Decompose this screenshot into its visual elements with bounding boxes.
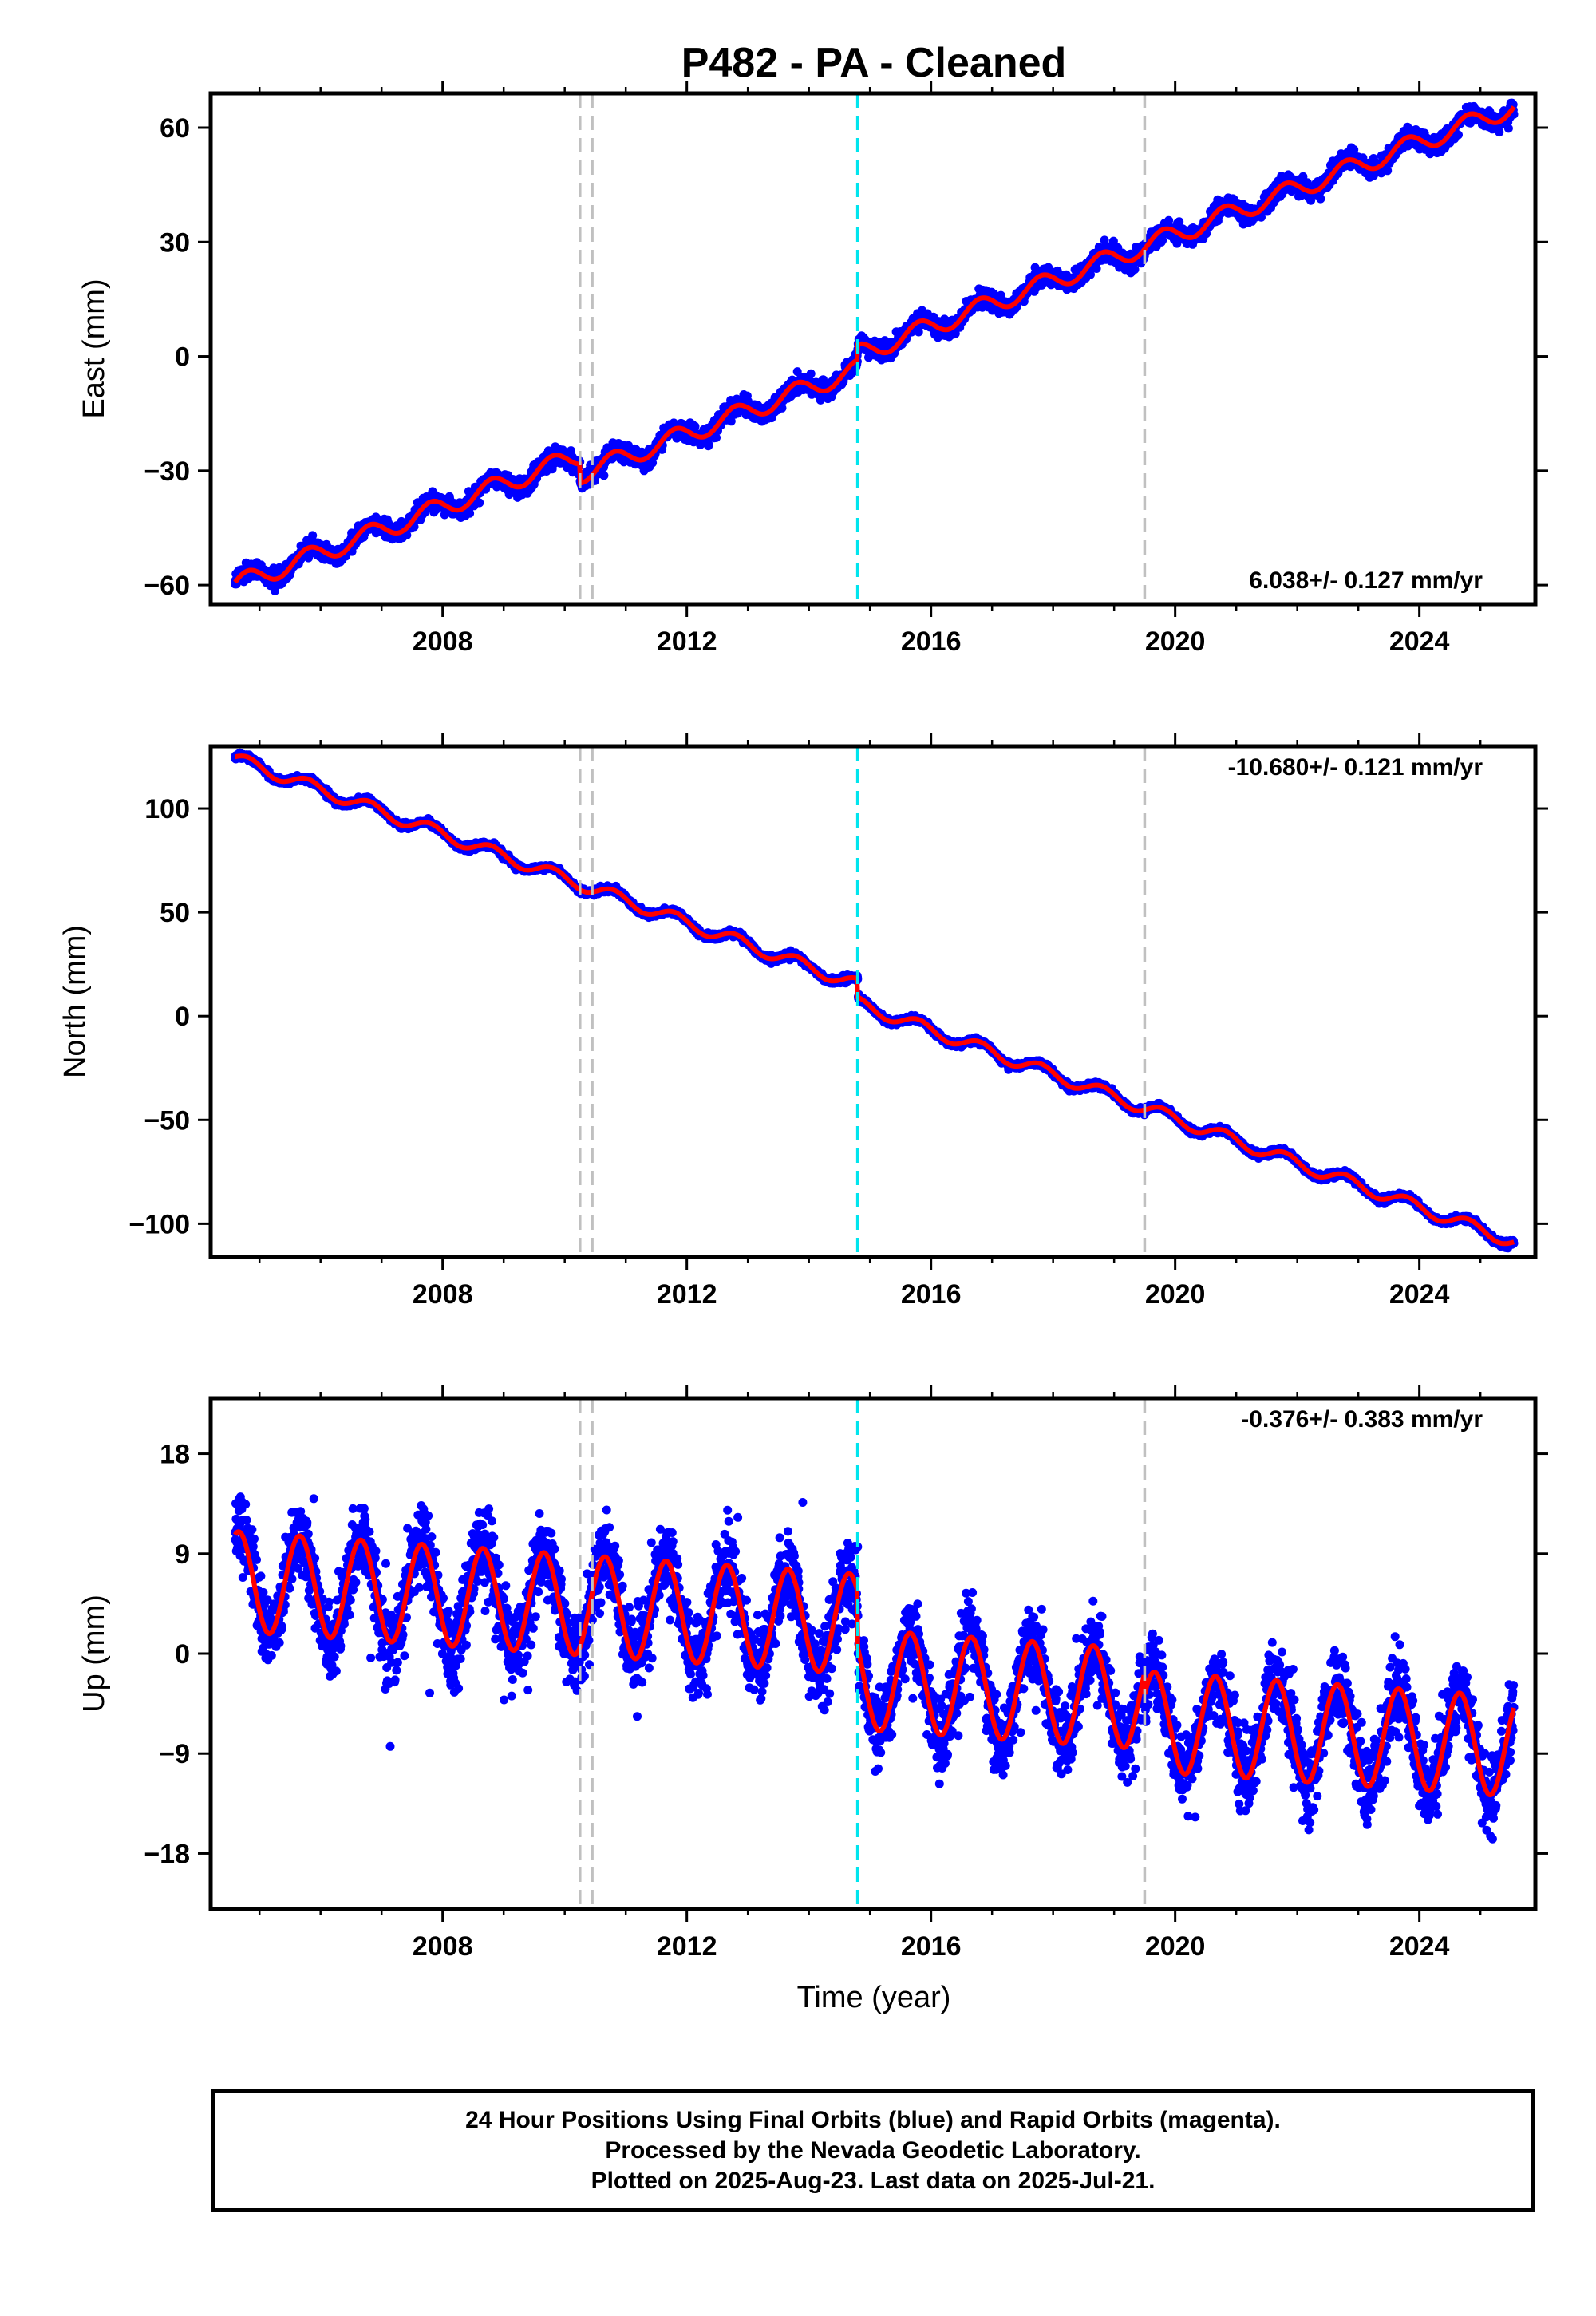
data-point [1383,166,1393,176]
data-point [475,498,484,508]
x-tick-label: 2008 [413,626,473,657]
data-point [308,531,318,540]
y-tick-label: −60 [144,571,190,601]
rate-label: 6.038+/- 0.127 mm/yr [1249,567,1483,594]
y-axis-label: East (mm) [77,279,111,418]
data-point [1503,124,1513,133]
x-axis-label: Time (year) [797,1981,951,2014]
y-tick-label: 30 [160,227,190,258]
data-point [806,369,816,378]
panel-east: 2008 2012 2016 2020 2024 −60 −30 0 30 60 East (mm)… [77,81,1548,657]
x-tick-label: 2016 [901,626,962,657]
data-point [690,421,700,431]
x-tick-label: 2020 [1145,626,1206,657]
data-point [1454,130,1463,140]
x-tick-label: 2024 [1389,626,1450,657]
data-point [599,471,609,480]
y-tick-label: 0 [175,342,190,373]
y-tick-label: −30 [144,456,190,487]
y-tick-label: 60 [160,113,190,144]
data-point [1316,194,1325,204]
x-tick-label: 2012 [657,626,717,657]
data-point [1130,265,1140,275]
figure-title: P482 - PA - Cleaned [681,40,1067,86]
